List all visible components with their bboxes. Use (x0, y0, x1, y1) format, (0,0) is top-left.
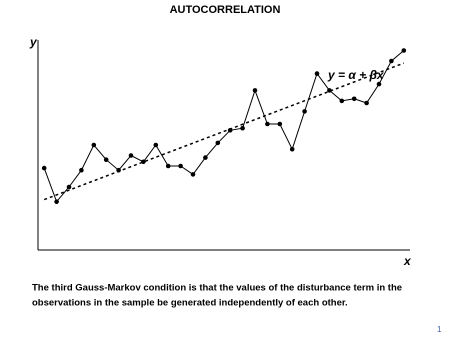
data-point (364, 100, 369, 106)
data-point (128, 153, 134, 158)
page-number: 1 (437, 325, 442, 334)
data-point (203, 155, 208, 160)
trend-line (43, 62, 405, 201)
caption-line: The third Gauss-Markov condition is that… (32, 283, 402, 294)
data-point (289, 146, 295, 152)
data-point (265, 121, 270, 127)
data-point (351, 96, 357, 102)
data-point (66, 184, 72, 190)
data-point (339, 98, 345, 104)
data-point (252, 88, 258, 93)
data-point (401, 48, 407, 53)
data-point (389, 58, 394, 64)
data-point (41, 165, 47, 171)
data-point (103, 157, 109, 162)
data-point (190, 172, 196, 177)
data-point (153, 142, 159, 148)
caption-line: observations in the sample be generated … (32, 298, 348, 309)
data-point (54, 199, 59, 204)
data-point (215, 140, 221, 146)
y-axis-label: y (29, 35, 38, 49)
data-point (178, 163, 183, 169)
annotation: y = α + βx (327, 68, 385, 82)
data-point (277, 121, 283, 127)
data-point (302, 109, 307, 114)
data-point (240, 125, 245, 131)
data-point (165, 163, 171, 169)
data-point (79, 167, 84, 173)
data-point (91, 142, 97, 148)
data-point (314, 71, 320, 76)
data-point (376, 81, 382, 87)
chart-title: AUTOCORRELATION (170, 4, 281, 16)
x-axis-label: x (403, 254, 412, 268)
